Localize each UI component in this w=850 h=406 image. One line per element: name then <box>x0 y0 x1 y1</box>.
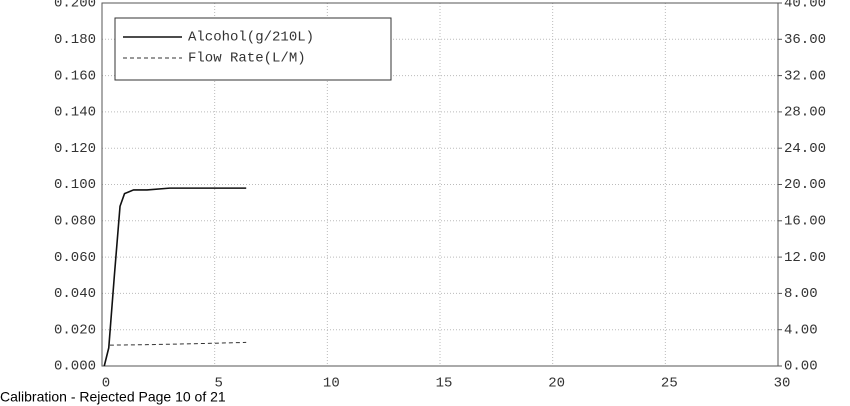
y2-tick-label: 24.00 <box>784 141 826 157</box>
legend-label: Alcohol(g/210L) <box>188 30 314 46</box>
y2-tick-label: 28.00 <box>784 105 826 121</box>
y-tick-label: 0.060 <box>54 250 96 266</box>
y2-tick-label: 16.00 <box>784 214 826 230</box>
x-tick-label: 30 <box>774 376 791 392</box>
x-tick-label: 20 <box>548 376 565 392</box>
x-tick-label: 15 <box>436 376 453 392</box>
y-tick-label: 0.080 <box>54 214 96 230</box>
y-tick-label: 0.000 <box>54 359 96 375</box>
y2-tick-label: 40.00 <box>784 0 826 12</box>
y-tick-label: 0.020 <box>54 322 96 338</box>
y-tick-label: 0.180 <box>54 32 96 48</box>
legend-box <box>114 17 392 81</box>
footer: Calibration - Rejected Page 10 of 21 <box>0 389 226 405</box>
x-tick-label: 10 <box>323 376 340 392</box>
legend-label: Flow Rate(L/M) <box>188 51 306 67</box>
y2-tick-label: 0.00 <box>784 359 818 375</box>
y-tick-label: 0.140 <box>54 105 96 121</box>
y-tick-label: 0.160 <box>54 68 96 84</box>
x-tick-label: 25 <box>661 376 678 392</box>
y2-tick-label: 20.00 <box>784 177 826 193</box>
y2-tick-label: 8.00 <box>784 286 818 302</box>
y2-tick-label: 36.00 <box>784 32 826 48</box>
y-tick-label: 0.120 <box>54 141 96 157</box>
y-tick-label: 0.040 <box>54 286 96 302</box>
x-tick-label: 5 <box>214 376 222 392</box>
y2-tick-label: 12.00 <box>784 250 826 266</box>
x-tick-label: 0 <box>102 376 110 392</box>
y2-tick-label: 32.00 <box>784 68 826 84</box>
y2-tick-label: 4.00 <box>784 322 818 338</box>
y-tick-label: 0.100 <box>54 177 96 193</box>
y-tick-label: 0.200 <box>54 0 96 12</box>
series-line <box>109 341 247 346</box>
plot-frame <box>101 2 779 367</box>
series-line <box>103 187 247 367</box>
